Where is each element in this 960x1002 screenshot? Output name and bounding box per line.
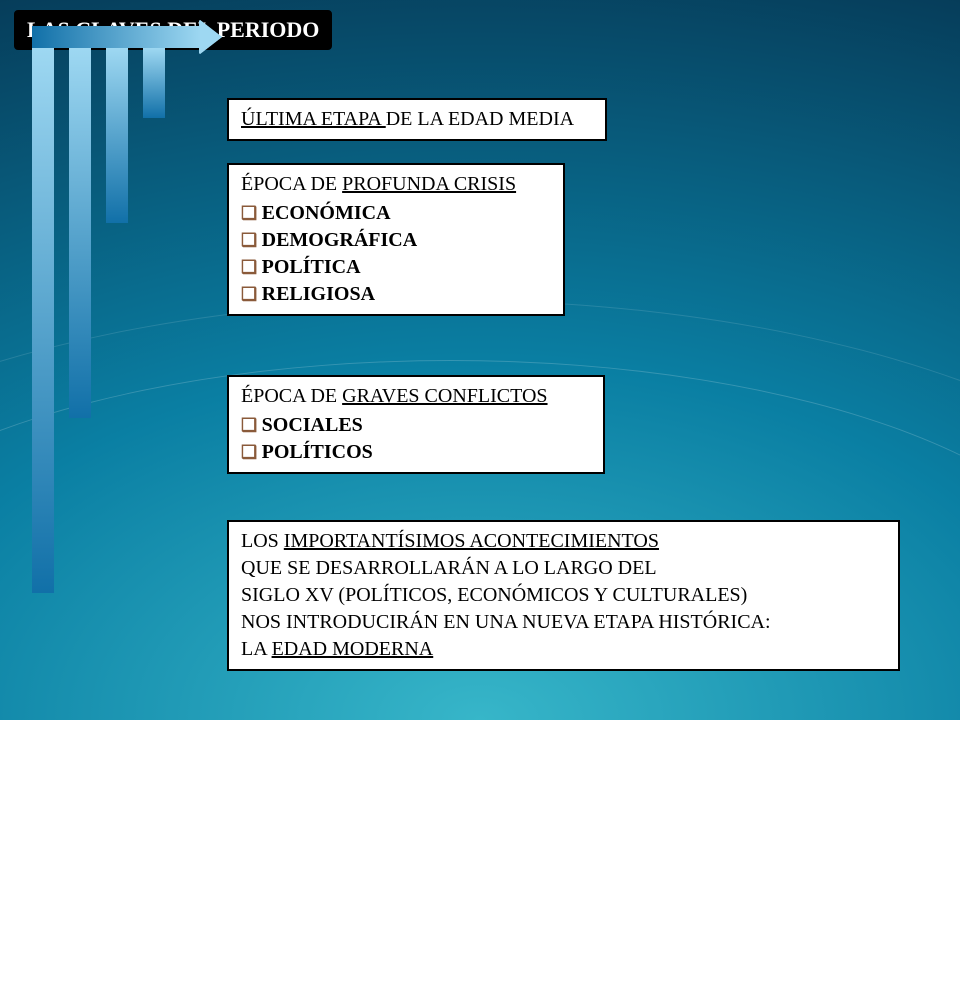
box-line: SIGLO XV (POLÍTICOS, ECONÓMICOS Y CULTUR…	[241, 582, 886, 609]
content-box-1: ÚLTIMA ETAPA DE LA EDAD MEDIA	[227, 98, 607, 141]
content-box-4: LOS IMPORTANTÍSIMOS ACONTECIMIENTOSQUE S…	[227, 520, 900, 671]
box-heading: ÉPOCA DE GRAVES CONFLICTOS	[241, 383, 591, 410]
bullet-list: ECONÓMICADEMOGRÁFICAPOLÍTICARELIGIOSA	[241, 200, 551, 308]
bullet-item: POLÍTICOS	[241, 439, 591, 466]
bullet-list: SOCIALESPOLÍTICOS	[241, 412, 591, 466]
box-line: LOS IMPORTANTÍSIMOS ACONTECIMIENTOS	[241, 528, 886, 555]
bullet-item: POLÍTICA	[241, 254, 551, 281]
content-box-2: ÉPOCA DE PROFUNDA CRISISECONÓMICADEMOGRÁ…	[227, 163, 565, 316]
content-box-3: ÉPOCA DE GRAVES CONFLICTOSSOCIALESPOLÍTI…	[227, 375, 605, 474]
box-heading: ÚLTIMA ETAPA DE LA EDAD MEDIA	[241, 106, 593, 133]
box-line: LA EDAD MODERNA	[241, 636, 886, 663]
bullet-item: RELIGIOSA	[241, 281, 551, 308]
bullet-item: SOCIALES	[241, 412, 591, 439]
bullet-item: DEMOGRÁFICA	[241, 227, 551, 254]
box-line: NOS INTRODUCIRÁN EN UNA NUEVA ETAPA HIST…	[241, 609, 886, 636]
box-line: QUE SE DESARROLLARÁN A LO LARGO DEL	[241, 555, 886, 582]
bullet-item: ECONÓMICA	[241, 200, 551, 227]
box-heading: ÉPOCA DE PROFUNDA CRISIS	[241, 171, 551, 198]
